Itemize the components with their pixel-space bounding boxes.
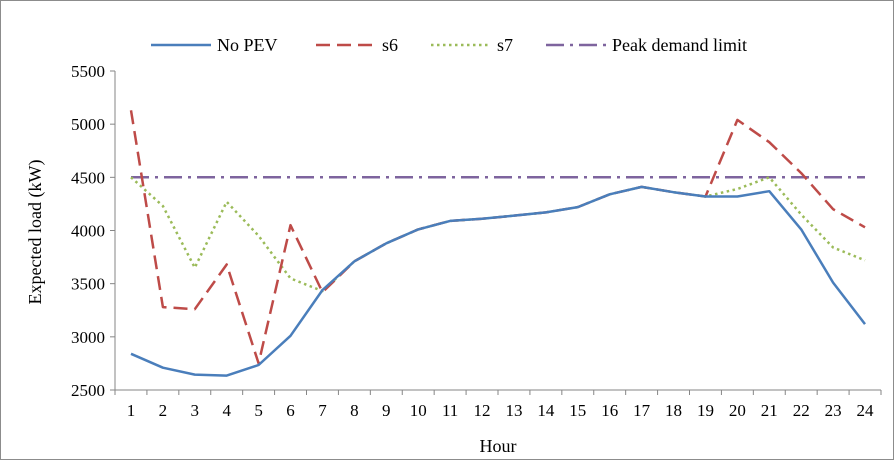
x-tick-label: 7: [318, 401, 327, 420]
legend: No PEV s6 s7 Peak demand limit: [151, 35, 747, 55]
legend-label: Peak demand limit: [612, 35, 747, 55]
y-tick-label: 4500: [71, 168, 105, 187]
y-tick-label: 5500: [71, 62, 105, 81]
x-tick-label: 14: [537, 401, 555, 420]
x-tick-label: 8: [350, 401, 359, 420]
y-tick-label: 3000: [71, 328, 105, 347]
x-tick-label: 3: [191, 401, 200, 420]
y-tick-label: 5000: [71, 115, 105, 134]
y-tick-label: 2500: [71, 381, 105, 400]
series-line-s6: [129, 110, 866, 365]
x-tick-label: 15: [569, 401, 586, 420]
y-tick-label: 4000: [71, 222, 105, 241]
x-tick-label: 4: [222, 401, 231, 420]
y-tick-label: 3500: [71, 275, 105, 294]
y-tick-labels: 2500 3000 3500 4000 4500 5000 5500: [71, 62, 115, 400]
x-tick-label: 6: [286, 401, 295, 420]
x-tick-label: 5: [254, 401, 263, 420]
x-tick-label: 19: [697, 401, 714, 420]
x-tick-label: 24: [857, 401, 875, 420]
y-axis-title: Expected load (kW): [25, 160, 46, 305]
x-tick-label: 2: [159, 401, 168, 420]
x-tick-label: 9: [382, 401, 391, 420]
series-line-s7: [130, 176, 866, 293]
x-tick-label: 21: [761, 401, 778, 420]
x-tick-label: 12: [474, 401, 491, 420]
x-tick-label: 17: [633, 401, 651, 420]
x-tick-label: 1: [127, 401, 136, 420]
x-tick-label: 18: [665, 401, 682, 420]
x-tick-label: 13: [505, 401, 522, 420]
x-tick-label: 22: [793, 401, 810, 420]
legend-label: s7: [497, 35, 513, 55]
x-tick-label: 16: [601, 401, 618, 420]
x-tick-label: 11: [442, 401, 458, 420]
x-axis-title: Hour: [480, 436, 517, 456]
series-line-no-pev: [130, 185, 866, 377]
series-layer: [129, 110, 866, 377]
legend-label: s6: [382, 35, 398, 55]
legend-label: No PEV: [217, 35, 278, 55]
axes: [114, 71, 881, 391]
x-tick-label: 20: [729, 401, 746, 420]
x-tick-label: 10: [410, 401, 427, 420]
x-tick-label: 23: [825, 401, 842, 420]
x-tick-labels: 1 2 3 4 5 6 7 8 9 10 11 12 13 14 15 16 17 18 19 20 21 22 23 24: [114, 390, 882, 420]
